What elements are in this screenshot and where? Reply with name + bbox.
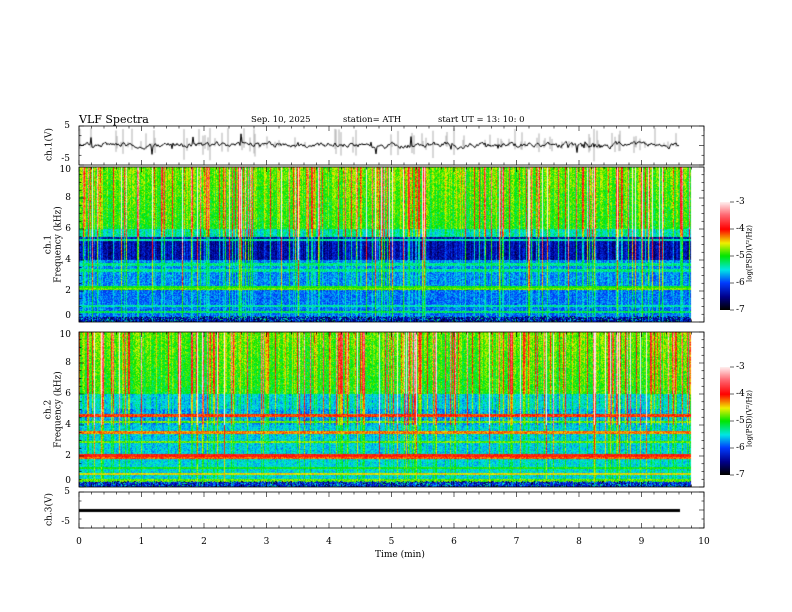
- ch3_wave-ytick-label: -5: [61, 517, 70, 527]
- x-tick-label: 5: [388, 537, 395, 547]
- ch1_spec-ytick-label: 2: [65, 286, 71, 296]
- ch2-spectrogram: [79, 332, 692, 487]
- x-tick-label: 2: [201, 537, 207, 547]
- colorbar-tick-label: -5: [736, 416, 745, 426]
- colorbar-tick-label: -4: [736, 389, 745, 399]
- ch1-spectrogram: [79, 167, 692, 322]
- ch2_spec-frame: [78, 331, 705, 488]
- ch1-spec-ylabel: Frequency (kHz): [53, 206, 64, 283]
- ch1_wave-ytick-label: 5: [64, 121, 70, 131]
- ch1_spec-ytick-label: 6: [65, 224, 71, 234]
- ch1_wave-frame: [78, 125, 705, 166]
- ch2_spec-ytick-label: 10: [59, 330, 71, 340]
- ch3_wave-frame: [78, 491, 705, 529]
- colorbar-ch1: [720, 202, 730, 310]
- ch2-spec-ylabel-top: ch.2: [43, 399, 54, 420]
- x-tick-label: 9: [638, 537, 645, 547]
- colorbar-tick-label: -7: [736, 305, 745, 315]
- x-tick-label: 1: [138, 537, 145, 547]
- ch1_spec-ytick-label: 10: [59, 165, 71, 175]
- colorbar-ch2: [720, 367, 730, 475]
- colorbar-ch2-label: log(PSD)(V²/Hz): [745, 390, 754, 447]
- x-tick-label: 4: [326, 537, 332, 547]
- figure-title: VLF Spectra: [79, 113, 149, 126]
- colorbar-ch1-label: log(PSD)(V²/Hz): [745, 225, 754, 282]
- ch1_spec-ytick-label: 4: [65, 255, 71, 265]
- colorbar-tick-label: -6: [736, 443, 745, 453]
- station-label: station= ATH: [343, 115, 402, 125]
- ch1-spec-ylabel-top: ch.1: [43, 234, 54, 255]
- ch2_spec-ytick-label: 0: [65, 476, 71, 486]
- start-time-label: start UT = 13: 10: 0: [438, 115, 525, 125]
- ch2_spec-ytick-label: 2: [65, 451, 71, 461]
- ch3-wave-ylabel: ch.3(V): [44, 493, 55, 526]
- ch1_spec-ytick-label: 8: [65, 193, 71, 203]
- colorbar-tick-label: -7: [736, 470, 745, 480]
- x-tick-label: 7: [513, 537, 520, 547]
- colorbar-tick-label: -6: [736, 278, 745, 288]
- date-label: Sep. 10, 2025: [251, 115, 311, 125]
- ch1-wave-ylabel: ch.1(V): [44, 128, 55, 161]
- ch2_spec-ytick-label: 8: [65, 358, 71, 368]
- x-tick-label: 3: [263, 537, 270, 547]
- ch1_spec-ytick-label: 0: [65, 311, 71, 321]
- colorbar-tick-label: -3: [736, 362, 745, 372]
- colorbar-tick-label: -3: [736, 197, 745, 207]
- ch1_wave-ytick-label: -5: [61, 154, 70, 164]
- x-tick-label: 8: [576, 537, 582, 547]
- ch1_spec-frame: [78, 166, 705, 323]
- ch1-waveform: [79, 126, 692, 165]
- ch2_spec-ytick-label: 4: [65, 420, 71, 430]
- colorbar-tick-label: -4: [736, 224, 745, 234]
- colorbar-tick-label: -5: [736, 251, 745, 261]
- ch3_wave-ytick-label: 5: [64, 487, 70, 497]
- x-tick-label: 10: [698, 537, 710, 547]
- x-axis-label: Time (min): [375, 550, 425, 560]
- ch2-spec-ylabel: Frequency (kHz): [53, 371, 64, 448]
- x-tick-label: 0: [76, 537, 82, 547]
- ch2_spec-ytick-label: 6: [65, 389, 71, 399]
- x-tick-label: 6: [451, 537, 457, 547]
- ch3-waveform: [79, 492, 692, 528]
